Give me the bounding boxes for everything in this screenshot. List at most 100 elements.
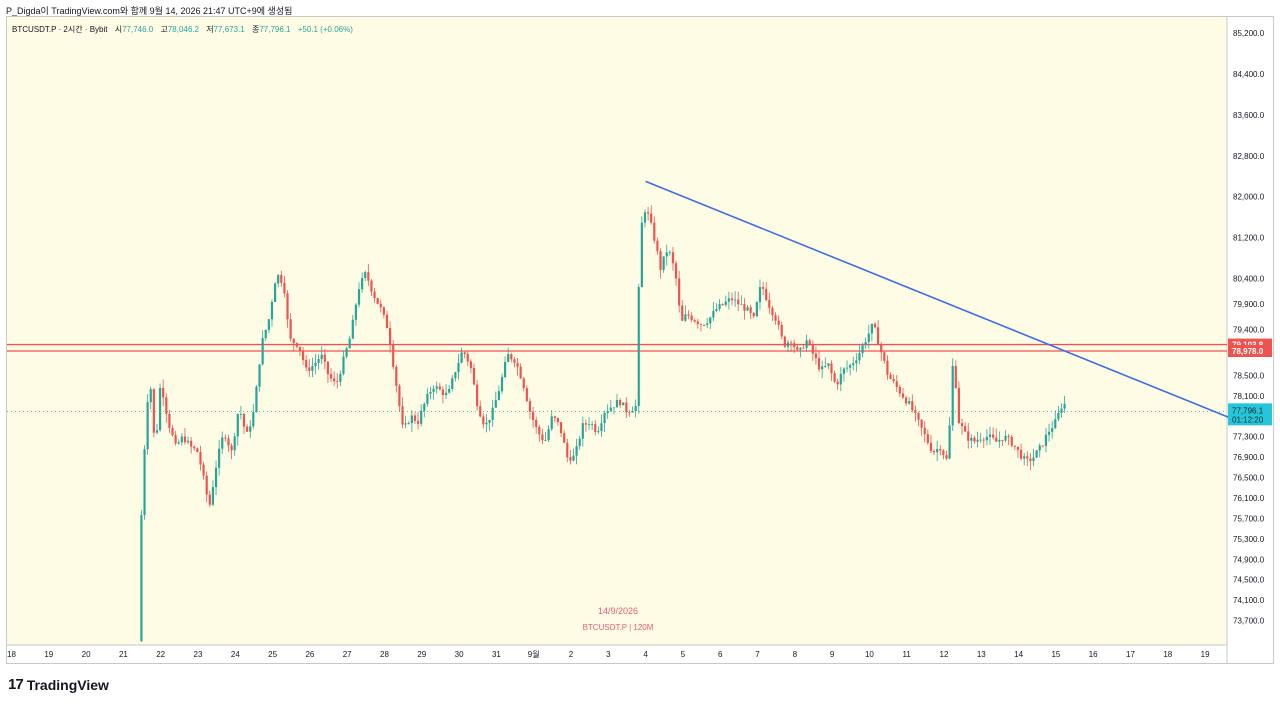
price-tick-label: 78,100.0 — [1233, 392, 1265, 401]
candle — [979, 432, 982, 443]
candle — [911, 394, 914, 413]
trendline[interactable] — [645, 180, 1239, 423]
candle — [917, 411, 920, 427]
candle — [345, 346, 348, 359]
price-tick-label: 76,900.0 — [1233, 453, 1265, 462]
candle — [401, 397, 404, 429]
candle — [1019, 443, 1023, 461]
candle — [1035, 450, 1038, 458]
candle — [476, 379, 479, 411]
candle — [920, 419, 923, 436]
trendline-drawing[interactable] — [645, 180, 1239, 423]
candle — [793, 339, 796, 354]
candle — [435, 381, 438, 394]
candle — [765, 282, 768, 302]
candle — [149, 386, 152, 410]
candle — [774, 312, 777, 325]
candle — [880, 342, 883, 361]
price-tick-label: 82,800.0 — [1233, 152, 1265, 161]
attribution-text: P_Digda이 TradingView.com와 함께 9월 14, 2026… — [6, 6, 293, 16]
price-tick-label: 80,400.0 — [1233, 274, 1265, 283]
candle — [836, 378, 839, 391]
candle — [628, 409, 631, 417]
time-tick-label: 24 — [231, 650, 240, 659]
candle — [631, 406, 634, 413]
candle — [873, 322, 877, 329]
price-tick-label: 79,400.0 — [1233, 325, 1265, 334]
candle — [510, 352, 513, 363]
symbol-title: BTCUSDT.P · 2시간 · Bybit — [12, 25, 108, 34]
candle — [737, 291, 740, 311]
candle — [171, 425, 174, 437]
candle — [420, 404, 423, 427]
candle — [273, 282, 277, 303]
candle — [236, 413, 239, 446]
time-tick-label: 23 — [194, 650, 203, 659]
time-axis[interactable]: 18 19 20 21 22 23 24 25 26 27 28 29 30 31 9월 2 3 4 5 6 7 8 9 10… — [7, 644, 1227, 659]
candle — [519, 363, 522, 380]
candle — [625, 397, 628, 418]
candle — [789, 340, 793, 352]
candle — [566, 438, 569, 463]
price-axis[interactable]: 85,200.0 84,400.0 83,600.0 82,800.0 82,000.0… — [1226, 17, 1265, 663]
candle — [246, 424, 249, 432]
candle — [547, 425, 550, 443]
candle — [926, 429, 929, 445]
price-tick-label: 73,700.0 — [1233, 617, 1265, 626]
candle — [998, 431, 1001, 448]
candle — [541, 428, 544, 445]
candle — [1044, 427, 1048, 453]
candle — [323, 348, 326, 370]
candle — [581, 416, 584, 447]
candle — [373, 287, 376, 303]
candle — [488, 419, 491, 431]
candle — [870, 323, 873, 342]
candle — [193, 445, 196, 451]
candle — [410, 410, 413, 432]
candle — [441, 386, 445, 404]
time-tick-label: 22 — [156, 650, 165, 659]
candle — [354, 303, 358, 326]
candle — [553, 415, 556, 423]
candle — [326, 361, 330, 384]
price-chart[interactable]: 85,200.0 84,400.0 83,600.0 82,800.0 82,000.0… — [7, 17, 1273, 663]
candle — [715, 303, 718, 313]
time-tick-label: 19 — [1201, 650, 1210, 659]
candle — [1032, 448, 1035, 467]
time-tick-label: 11 — [903, 650, 912, 659]
time-tick-label: 5 — [681, 650, 686, 659]
candle — [904, 395, 908, 406]
candle — [706, 317, 709, 328]
candle — [824, 357, 827, 369]
time-tick-label: 9 — [830, 650, 835, 659]
candle — [183, 427, 187, 445]
time-tick-label: 17 — [1126, 650, 1135, 659]
candle — [211, 480, 215, 506]
candle — [643, 209, 647, 228]
candle — [538, 424, 541, 442]
candle — [699, 323, 703, 332]
candle — [451, 375, 454, 392]
candle — [277, 274, 280, 288]
candle — [1060, 403, 1063, 418]
candle — [619, 398, 622, 408]
candle — [752, 312, 755, 319]
candlestick-series — [7, 205, 1227, 643]
candle — [224, 434, 227, 442]
candle — [162, 379, 165, 407]
candle — [898, 384, 901, 397]
candle — [612, 407, 615, 415]
horizontal-levels[interactable] — [7, 343, 1227, 352]
current-price-tag — [1228, 403, 1272, 426]
candle — [413, 412, 417, 424]
candle — [152, 388, 155, 438]
candle — [839, 366, 842, 392]
candle — [830, 360, 833, 382]
symbol-legend[interactable]: BTCUSDT.P · 2시간 · Bybit 시77,746.0 고78,04… — [12, 24, 353, 35]
candle — [575, 438, 578, 465]
candle — [239, 406, 242, 420]
candle — [743, 298, 746, 320]
candle — [939, 445, 942, 456]
time-tick-label: 3 — [606, 650, 611, 659]
candle — [1054, 410, 1057, 430]
